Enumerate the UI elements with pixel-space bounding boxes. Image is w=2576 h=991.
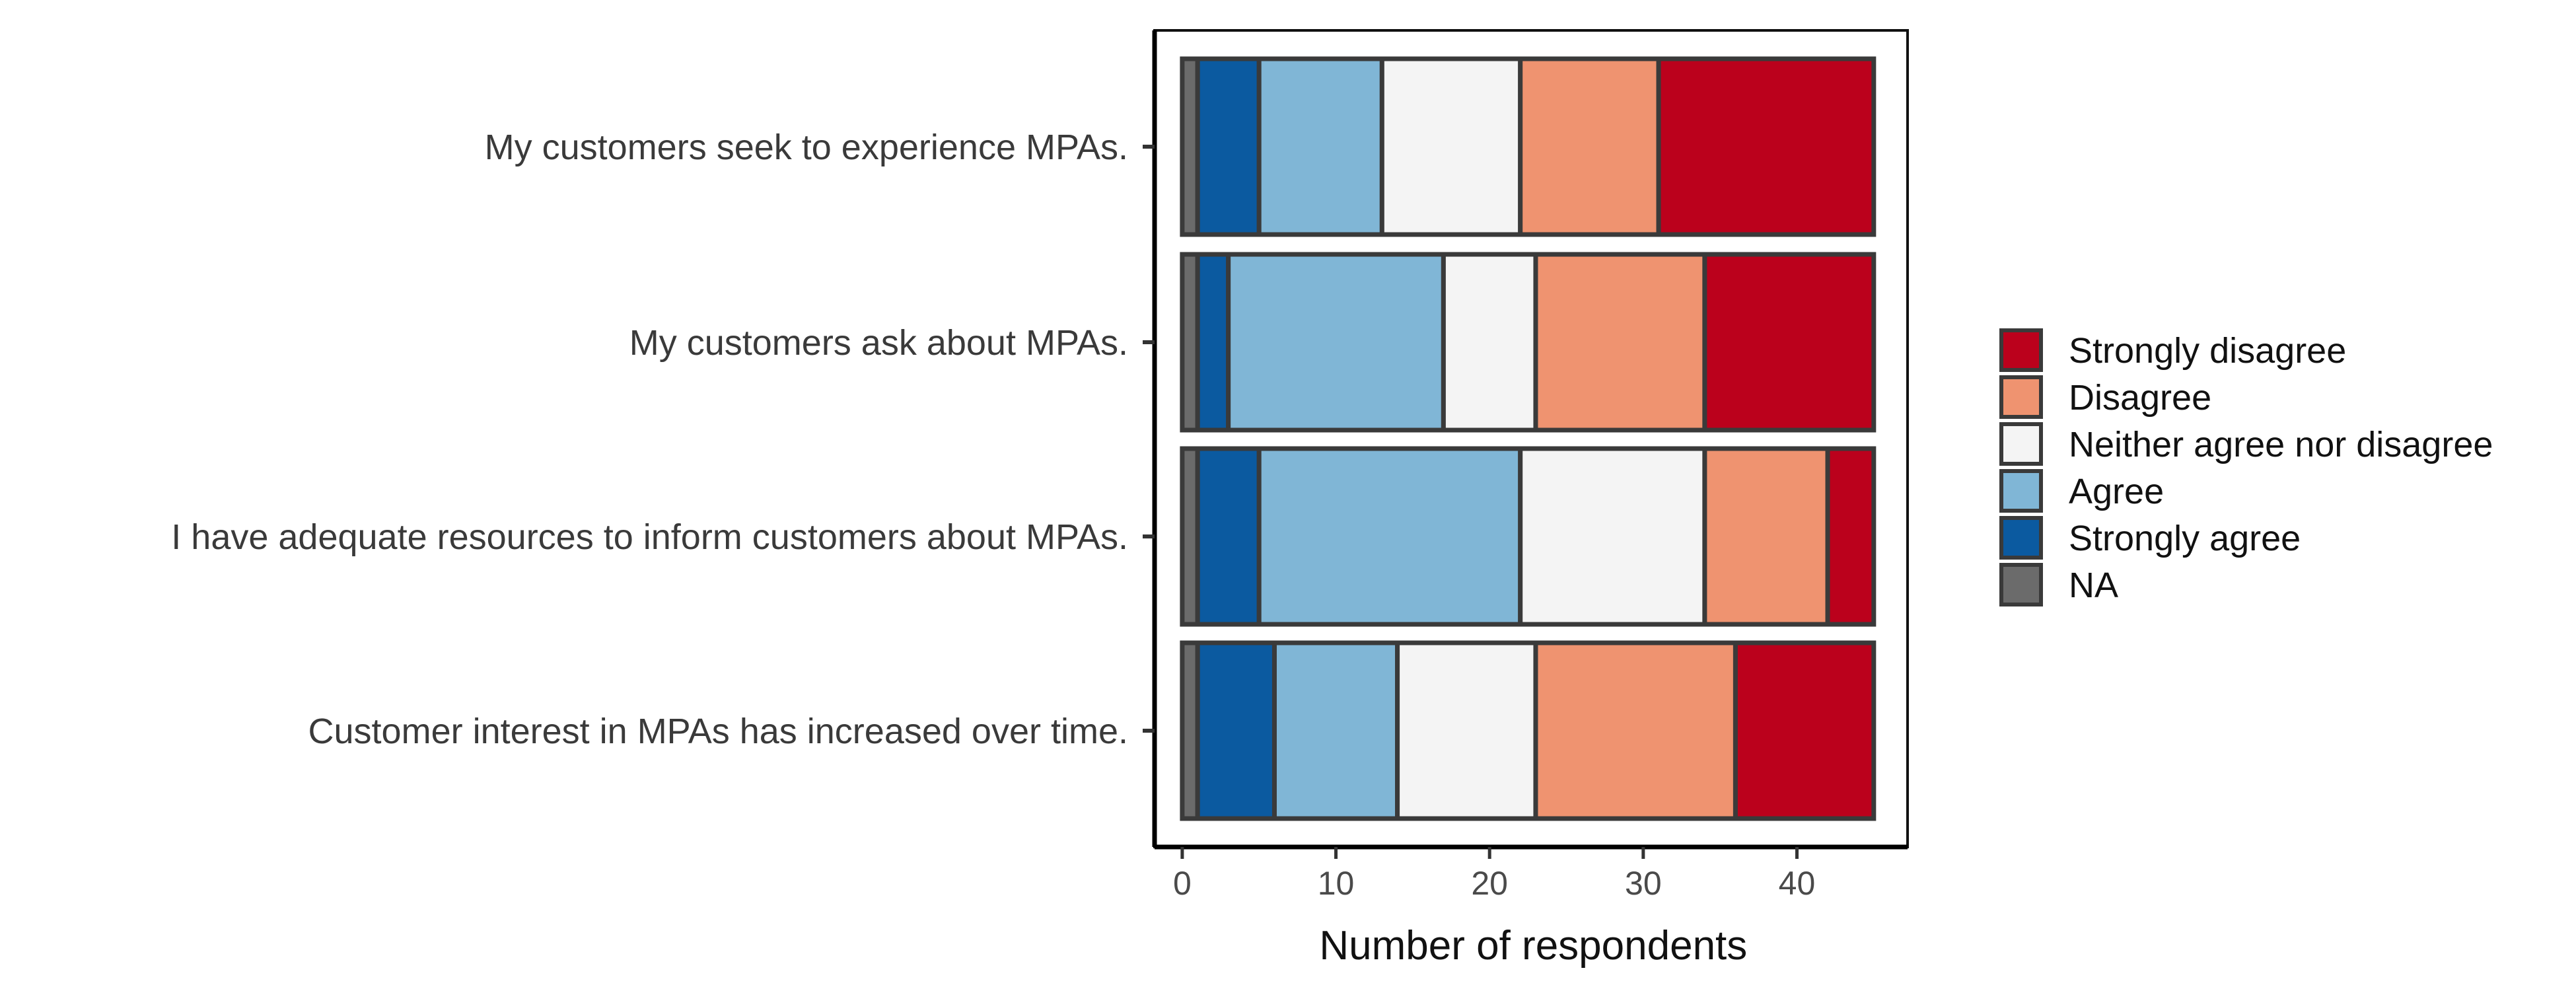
category-labels: My customers seek to experience MPAs. My … — [171, 128, 1128, 751]
category-label-1: My customers seek to experience MPAs. — [485, 128, 1128, 167]
legend-label-strongly-disagree: Strongly disagree — [2069, 331, 2346, 371]
bar-segment-neither-agree-nor-disagree-row-2 — [1441, 252, 1538, 433]
legend-swatch-strongly-disagree — [1999, 328, 2043, 372]
legend-swatch-agree — [1999, 469, 2043, 513]
x-tick-label-0: 0 — [1173, 865, 1192, 902]
bar-segment-strongly-disagree-row-2 — [1702, 252, 1877, 433]
bar-segment-strongly-agree-row-3 — [1195, 446, 1262, 627]
bar-segment-strongly-disagree-row-4 — [1733, 640, 1877, 821]
bar-segment-agree-row-1 — [1256, 56, 1384, 237]
legend-swatch-na — [1999, 563, 2043, 606]
legend-swatch-neither-agree-nor-disagree — [1999, 422, 2043, 466]
bars — [1180, 56, 1877, 821]
bar-segment-disagree-row-4 — [1533, 640, 1738, 821]
x-axis-title: Number of respondents — [1319, 923, 1747, 969]
legend-label-strongly-agree: Strongly agree — [2069, 519, 2301, 558]
category-label-2: My customers ask about MPAs. — [629, 323, 1128, 363]
bar-segment-strongly-disagree-row-1 — [1656, 56, 1877, 237]
bar-segment-neither-agree-nor-disagree-row-4 — [1395, 640, 1538, 821]
bar-segment-strongly-agree-row-4 — [1195, 640, 1277, 821]
legend-label-neither-agree-nor-disagree: Neither agree nor disagree — [2069, 425, 2493, 464]
legend: Strongly disagree Disagree Neither agree n… — [1999, 328, 2493, 606]
legend-swatch-strongly-agree — [1999, 516, 2043, 560]
bar-segment-neither-agree-nor-disagree-row-1 — [1379, 56, 1523, 237]
bar-segment-agree-row-2 — [1226, 252, 1446, 433]
x-tick-label-30: 30 — [1625, 865, 1662, 902]
bar-segment-agree-row-3 — [1256, 446, 1523, 627]
bar-segment-strongly-disagree-row-3 — [1825, 446, 1877, 627]
bar-segment-agree-row-4 — [1271, 640, 1400, 821]
legend-label-disagree: Disagree — [2069, 378, 2211, 418]
bar-segment-disagree-row-3 — [1702, 446, 1830, 627]
category-label-3: I have adequate resources to inform cust… — [171, 517, 1128, 557]
bar-segment-neither-agree-nor-disagree-row-3 — [1518, 446, 1707, 627]
legend-label-na: NA — [2069, 566, 2118, 605]
legend-swatch-disagree — [1999, 375, 2043, 419]
x-tick-label-10: 10 — [1318, 865, 1355, 902]
x-tick-label-40: 40 — [1779, 865, 1816, 902]
x-tick-label-20: 20 — [1471, 865, 1508, 902]
legend-label-agree: Agree — [2069, 472, 2164, 511]
bar-segment-strongly-agree-row-1 — [1195, 56, 1262, 237]
bar-segment-strongly-agree-row-2 — [1195, 252, 1231, 433]
category-label-4: Customer interest in MPAs has increased … — [308, 712, 1128, 751]
bar-segment-disagree-row-1 — [1518, 56, 1661, 237]
axes: 0 10 20 30 40 Number of respondents — [1143, 30, 1908, 969]
bar-segment-disagree-row-2 — [1533, 252, 1707, 433]
